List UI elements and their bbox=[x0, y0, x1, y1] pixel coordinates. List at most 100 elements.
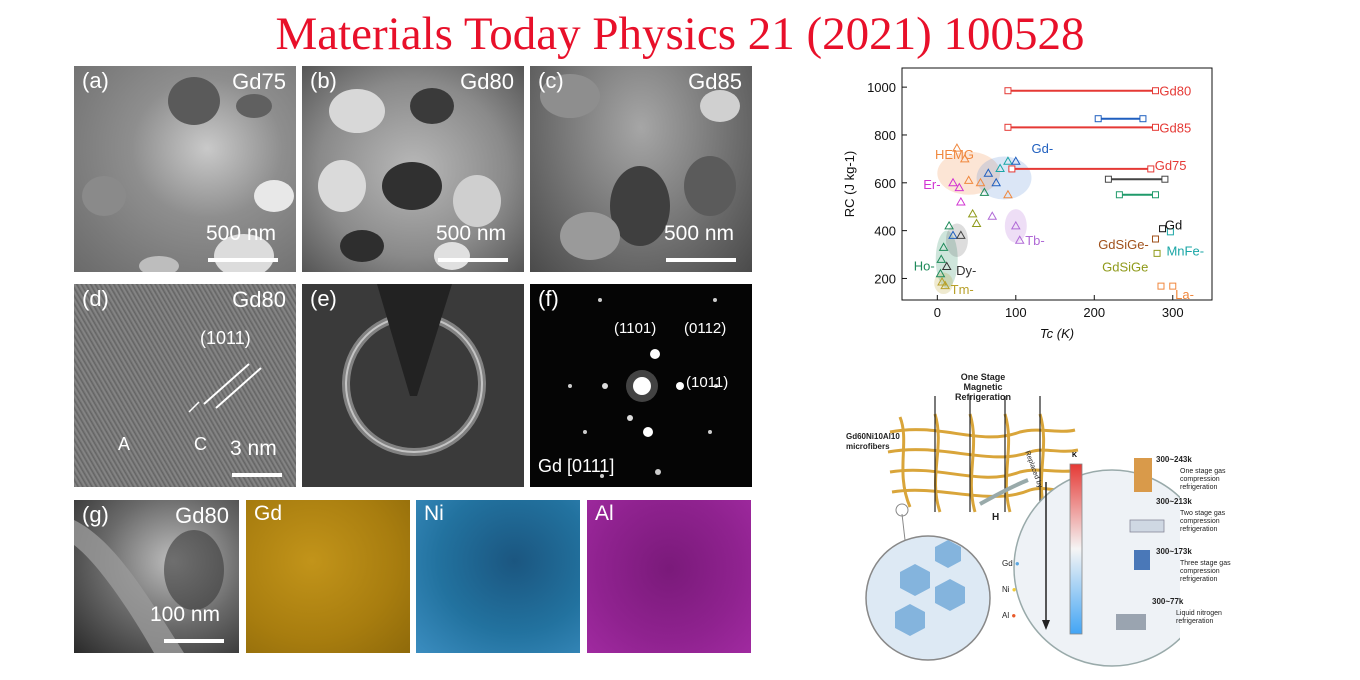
data-point bbox=[938, 242, 949, 251]
stage-2-desc: Two stage gas compression refrigeration bbox=[1180, 510, 1225, 534]
sample-tag-d: Gd80 bbox=[232, 287, 286, 312]
series-label: Tm- bbox=[951, 282, 974, 297]
y-tick-label: 600 bbox=[874, 176, 896, 191]
tem-image-c bbox=[540, 74, 740, 260]
stage-1-line2: compression bbox=[1180, 476, 1220, 483]
eds-map-gd: Gd bbox=[246, 500, 410, 653]
range-start-marker bbox=[1115, 191, 1123, 199]
microfiber-label-line1: Gd60Ni10Al10 bbox=[846, 432, 900, 441]
publication-title: Materials Today Physics 21 (2021) 100528 bbox=[275, 8, 1085, 60]
hrtem-panel-d: (d) Gd80 (1011) A C 3 nm bbox=[74, 284, 296, 487]
stage-1-line3: refrigeration bbox=[1180, 484, 1218, 491]
scale-bar-c: 500 nm bbox=[530, 222, 752, 262]
spot-index-1: (1101) bbox=[614, 320, 657, 337]
zone-axis-label: Gd [0111] bbox=[538, 456, 615, 476]
legend-al-text: Al bbox=[1002, 611, 1010, 620]
stage-3-line2: compression bbox=[1180, 568, 1220, 575]
tem-image-a bbox=[82, 77, 294, 272]
data-point bbox=[975, 177, 986, 187]
data-point-square bbox=[1159, 225, 1167, 233]
series-label: Gd80 bbox=[1159, 84, 1191, 99]
stage-2-line3: refrigeration bbox=[1180, 526, 1218, 533]
data-point bbox=[963, 175, 974, 184]
refrigeration-schematic: One Stage Magnetic Refrigeration Gd60Ni1… bbox=[840, 372, 1211, 670]
stage-1-line1: One stage gas bbox=[1180, 468, 1226, 475]
data-point bbox=[1010, 156, 1021, 165]
al-dot-icon: ● bbox=[1011, 611, 1017, 620]
schematic-title-line2: Magnetic Refrigeration bbox=[954, 382, 1011, 402]
stage-2: 300~213k bbox=[1156, 498, 1226, 506]
stage-4-desc: Liquid nitrogen refrigeration bbox=[1176, 610, 1222, 626]
tem-panel-c: (c) Gd85 500 nm bbox=[530, 66, 752, 272]
legend-ni: Ni ● bbox=[1002, 584, 1020, 596]
stage-1: 300~243k bbox=[1156, 456, 1226, 464]
series-label: Dy- bbox=[956, 263, 976, 278]
stage-1-desc: One stage gas compression refrigeration bbox=[1180, 468, 1226, 492]
legend-gd: Gd ● bbox=[1002, 558, 1020, 570]
range-end-marker bbox=[1139, 115, 1147, 123]
data-point bbox=[959, 153, 970, 163]
range-start-marker bbox=[1104, 175, 1112, 183]
data-point-square bbox=[1169, 282, 1177, 290]
sample-tag-b: Gd80 bbox=[460, 69, 514, 94]
stage-4-range: 300~77k bbox=[1152, 597, 1184, 606]
eds-label-al: Al bbox=[595, 502, 614, 525]
scale-bar-g: 100 nm bbox=[74, 603, 239, 643]
scale-text-c: 500 nm bbox=[664, 222, 735, 245]
panel-label-e: (e) bbox=[310, 286, 337, 311]
range-start-marker bbox=[1004, 87, 1012, 95]
gd-dot-icon: ● bbox=[1014, 559, 1020, 568]
data-point bbox=[952, 143, 962, 152]
range-end-marker bbox=[1151, 87, 1159, 95]
data-point bbox=[955, 196, 966, 206]
data-point bbox=[936, 254, 947, 263]
stage-3-desc: Three stage gas compression refrigeratio… bbox=[1180, 560, 1231, 584]
scale-bar-b: 500 nm bbox=[302, 222, 524, 262]
eds-label-ni: Ni bbox=[424, 502, 444, 525]
data-point-square bbox=[1153, 249, 1161, 257]
scale-bar-a: 500 nm bbox=[74, 222, 296, 262]
range-start-marker bbox=[1004, 123, 1012, 131]
sample-tag-g: Gd80 bbox=[175, 503, 229, 528]
y-tick-label: 1000 bbox=[867, 80, 896, 95]
cluster-region bbox=[1004, 209, 1027, 243]
series-label: Tb- bbox=[1025, 233, 1045, 248]
haadf-image-g bbox=[74, 520, 224, 653]
stage-2-line2: compression bbox=[1180, 518, 1220, 525]
ni-dot-icon: ● bbox=[1011, 585, 1017, 594]
data-point bbox=[967, 208, 978, 218]
tem-panel-b: (b) Gd80 500 nm bbox=[302, 66, 524, 272]
data-point-square bbox=[1166, 228, 1174, 236]
data-point bbox=[983, 168, 994, 177]
panel-label-f: (f) bbox=[538, 286, 559, 311]
range-start-marker bbox=[1008, 165, 1016, 173]
microfiber-label-line2: microfibers bbox=[846, 442, 890, 451]
series-label: GdSiGe- bbox=[1098, 237, 1149, 252]
sample-tag-c: Gd85 bbox=[688, 69, 742, 94]
range-end-marker bbox=[1151, 123, 1159, 131]
haadf-panel-g: (g) Gd80 100 nm bbox=[74, 500, 239, 653]
schematic-title-line1: One Stage bbox=[960, 372, 1006, 382]
spot-index-2: (0112) bbox=[684, 320, 727, 337]
schematic-title: One Stage Magnetic Refrigeration bbox=[938, 372, 1028, 402]
legend-gd-text: Gd bbox=[1002, 559, 1013, 568]
panel-label-d: (d) bbox=[82, 286, 109, 311]
data-point bbox=[954, 182, 965, 192]
panel-label-a: (a) bbox=[82, 68, 109, 93]
data-point bbox=[948, 230, 958, 239]
series-label: HEMG bbox=[935, 147, 974, 162]
data-point bbox=[987, 211, 998, 220]
panel-label-c: (c) bbox=[538, 68, 564, 93]
stage-3-line1: Three stage gas bbox=[1180, 560, 1231, 567]
x-axis-label: Tc (K) bbox=[1040, 326, 1074, 341]
data-point bbox=[940, 280, 951, 290]
stage-3-line3: refrigeration bbox=[1180, 576, 1218, 583]
miller-index-d: (1011) bbox=[200, 328, 251, 348]
region-c-label: C bbox=[194, 434, 207, 454]
data-point bbox=[1003, 156, 1013, 165]
stage-2-line1: Two stage gas bbox=[1180, 510, 1226, 517]
panel-label-b: (b) bbox=[310, 68, 337, 93]
y-tick-label: 800 bbox=[874, 128, 896, 143]
data-point bbox=[1010, 220, 1021, 230]
stage-2-range: 300~213k bbox=[1156, 497, 1192, 506]
